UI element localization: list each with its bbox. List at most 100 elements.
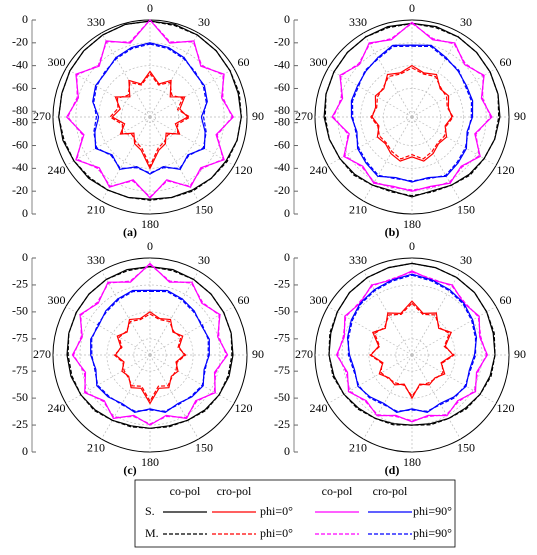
angle-label: 210 [87, 202, 105, 216]
radial-tick-label: -20 [12, 35, 28, 49]
radial-tick-label: 0 [22, 250, 28, 264]
grid-spoke [411, 306, 497, 356]
pattern-curve [58, 20, 242, 201]
legend-row-label: S. [145, 504, 155, 518]
legend-group-label: phi=0° [260, 526, 293, 540]
angle-label: 60 [500, 55, 512, 69]
radial-tick-label: -20 [274, 183, 290, 197]
legend-header: co-pol [170, 484, 201, 498]
radial-tick-label: 0 [284, 12, 290, 26]
radial-tick-label: -60 [274, 137, 290, 151]
pattern-curve [71, 262, 229, 426]
pattern-curve [331, 21, 493, 192]
angle-label: 210 [349, 202, 367, 216]
grid-spoke [363, 116, 413, 202]
radial-tick-label: -60 [12, 80, 28, 94]
grid-spoke [149, 116, 199, 202]
angle-label: 270 [295, 347, 313, 361]
angle-label: 60 [238, 293, 250, 307]
grid-spoke [101, 116, 151, 202]
radial-tick-label: -40 [12, 57, 28, 71]
angle-label: 90 [252, 109, 264, 123]
angle-label: 270 [33, 347, 51, 361]
angle-label: 270 [295, 109, 313, 123]
grid-spoke [101, 32, 151, 118]
grid-spoke [327, 68, 413, 118]
radial-tick-label: -75 [274, 363, 290, 377]
radial-tick-label: 0 [284, 444, 290, 458]
pattern-curve [91, 290, 209, 412]
grid-spoke [101, 270, 151, 356]
radial-tick-label: 0 [22, 444, 28, 458]
grid-spoke [149, 32, 199, 118]
radial-tick-label: -40 [12, 160, 28, 174]
angle-label: 60 [238, 55, 250, 69]
angle-label: 330 [349, 15, 367, 29]
legend-group-label: phi=90° [413, 526, 452, 540]
grid-spoke [149, 270, 199, 356]
pattern-curve [67, 19, 233, 198]
grid-spoke [101, 354, 151, 440]
angle-label: 90 [514, 109, 526, 123]
pattern-curve [324, 22, 500, 197]
radial-tick-label: -80 [274, 114, 290, 128]
legend-header: cro-pol [373, 484, 408, 498]
pattern-curve [332, 22, 492, 191]
angle-label: 120 [497, 163, 515, 177]
angle-label: 150 [195, 202, 213, 216]
panel-label: (c) [123, 463, 136, 477]
grid-spoke [65, 354, 151, 404]
grid-spoke [327, 306, 413, 356]
pattern-curve [346, 273, 478, 413]
pattern-curve [113, 313, 187, 403]
angle-label: 180 [403, 217, 421, 231]
angle-label: 60 [500, 293, 512, 307]
angle-label: 120 [235, 163, 253, 177]
grid-spoke [411, 68, 497, 118]
radial-tick-label: -60 [12, 137, 28, 151]
radial-tick-label: -25 [12, 417, 28, 431]
angle-label: 330 [87, 15, 105, 29]
legend-header: cro-pol [217, 484, 252, 498]
angle-label: 330 [87, 253, 105, 267]
pattern-curve [67, 265, 233, 429]
angle-label: 270 [33, 109, 51, 123]
angle-label: 30 [198, 15, 210, 29]
radial-tick-label: -40 [274, 160, 290, 174]
angle-label: 180 [141, 455, 159, 469]
angle-label: 240 [47, 401, 65, 415]
pattern-curve [65, 19, 235, 199]
panel-label: (a) [123, 225, 137, 239]
angle-label: 30 [460, 253, 472, 267]
radial-tick-label: -25 [274, 417, 290, 431]
pattern-curve [90, 289, 210, 413]
pattern-curve [335, 270, 489, 423]
angle-label: 240 [47, 163, 65, 177]
angle-label: 150 [457, 202, 475, 216]
legend-header: co-pol [322, 484, 353, 498]
radial-tick-label: -50 [274, 390, 290, 404]
angle-label: 150 [457, 440, 475, 454]
radial-tick-label: -25 [12, 277, 28, 291]
angle-label: 90 [252, 347, 264, 361]
radial-tick-label: -25 [274, 277, 290, 291]
panel-label: (d) [385, 463, 400, 477]
angle-label: 180 [403, 455, 421, 469]
grid-spoke [149, 306, 235, 356]
grid-ring [106, 311, 194, 399]
pattern-curve [114, 311, 186, 405]
radial-tick-label: -50 [274, 304, 290, 318]
angle-label: 300 [309, 293, 327, 307]
angle-label: 150 [195, 440, 213, 454]
panel-label: (b) [385, 225, 400, 239]
angle-label: 240 [309, 401, 327, 415]
grid-spoke [65, 116, 151, 166]
pattern-curve [92, 42, 208, 175]
grid-spoke [411, 116, 497, 166]
radial-tick-label: 0 [22, 12, 28, 26]
radial-tick-label: -75 [12, 331, 28, 345]
angle-label: 300 [47, 55, 65, 69]
grid-spoke [65, 306, 151, 356]
radial-tick-label: 0 [284, 250, 290, 264]
grid-spoke [327, 354, 413, 404]
